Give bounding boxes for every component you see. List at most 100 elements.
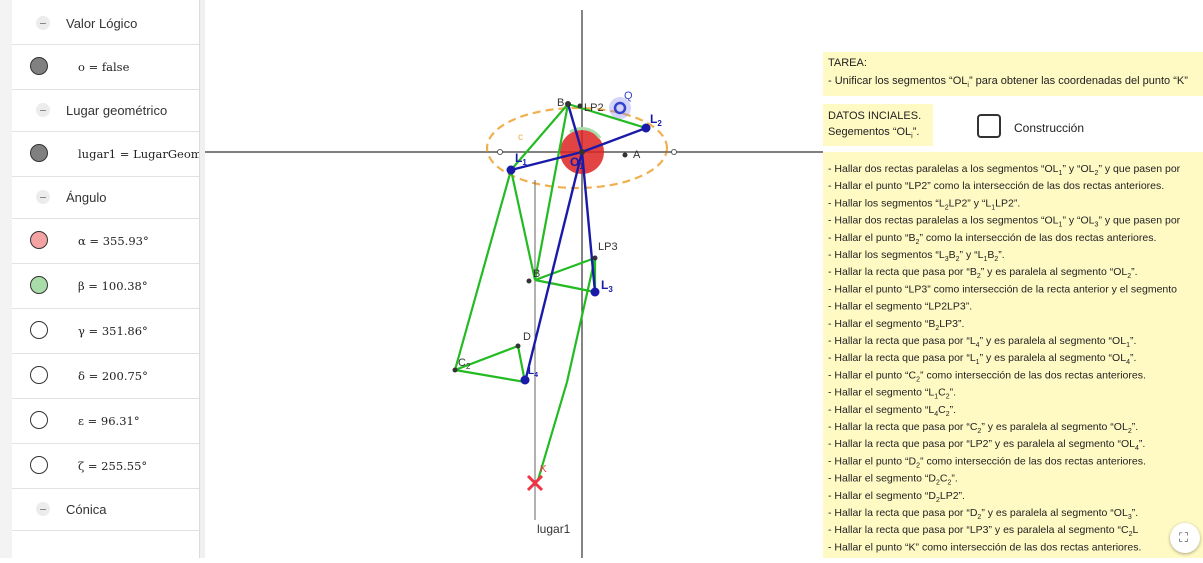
data-title: DATOS INCIALES. xyxy=(828,110,921,122)
label-B2: B xyxy=(533,268,540,280)
algebra-group-header[interactable]: Cónica xyxy=(12,489,199,531)
label-Q: Q xyxy=(624,90,633,102)
label-B: B xyxy=(557,97,564,109)
fullscreen-icon: ⛶ xyxy=(1179,530,1189,545)
algebra-label: Valor Lógico xyxy=(66,16,138,31)
step-line: - Hallar la recta que pasa por “L1” y es… xyxy=(828,352,1136,366)
visibility-toggle[interactable] xyxy=(30,366,48,384)
step-line: - Hallar el segmento “L1C2”. xyxy=(828,387,956,401)
label-L2: L2 xyxy=(650,112,662,128)
step-line: - Hallar la recta que pasa por “C2” y es… xyxy=(828,421,1138,435)
step-line: - Hallar el punto “D2” como intersección… xyxy=(828,455,1146,469)
point-axis-left xyxy=(497,149,503,155)
label-LP3: LP3 xyxy=(598,241,618,253)
step-line: - Hallar el punto “K” como intersección … xyxy=(828,541,1141,553)
point-L4[interactable] xyxy=(520,375,530,385)
data-line: Segementos “OLi”. xyxy=(828,126,919,140)
visibility-toggle[interactable] xyxy=(30,144,48,162)
construccion-checkbox[interactable] xyxy=(977,114,1001,138)
step-line: - Hallar la recta que pasa por “LP3” y e… xyxy=(828,524,1138,538)
label-L1: L1 xyxy=(515,151,527,167)
algebra-item[interactable]: α = 355.93° xyxy=(12,219,199,264)
visibility-toggle[interactable] xyxy=(30,231,48,249)
label-lugar1: lugar1 xyxy=(537,522,571,536)
algebra-item[interactable]: δ = 200.75° xyxy=(12,354,199,399)
algebra-label: β = 100.38° xyxy=(78,279,148,293)
visibility-toggle[interactable] xyxy=(30,57,48,75)
algebra-label: o = false xyxy=(78,60,130,74)
label-L3: L3 xyxy=(601,278,613,294)
steps-box xyxy=(823,152,1203,558)
algebra-label: ε = 96.31° xyxy=(78,414,140,428)
visibility-toggle[interactable] xyxy=(30,321,48,339)
collapse-icon[interactable] xyxy=(36,190,50,204)
collapse-icon[interactable] xyxy=(36,16,50,30)
algebra-label: lugar1 = LugarGeométric xyxy=(78,147,205,161)
step-line: - Hallar el punto “C2” como intersección… xyxy=(828,369,1146,383)
graphics-view[interactable]: c B LP2 Q L2 L1 O1 A LP3 B L3 D C2 L4 K … xyxy=(205,0,1203,558)
algebra-item[interactable]: ε = 96.31° xyxy=(12,399,199,444)
label-C2: C2 xyxy=(458,357,471,371)
label-LP2: LP2 xyxy=(584,102,604,114)
visibility-toggle[interactable] xyxy=(30,456,48,474)
step-line: - Hallar el segmento “D2C2”. xyxy=(828,473,958,487)
points[interactable] xyxy=(452,97,677,492)
algebra-group-header[interactable]: Valor Lógico xyxy=(12,3,199,45)
point-L1[interactable] xyxy=(506,165,516,175)
algebra-label: γ = 351.86° xyxy=(78,324,148,338)
step-line: - Hallar la recta que pasa por “D2” y es… xyxy=(828,507,1138,521)
point-Q[interactable] xyxy=(613,101,627,115)
task-box xyxy=(823,52,1203,96)
point-LP3[interactable] xyxy=(592,255,598,261)
label-K: K xyxy=(540,464,547,475)
point-L2[interactable] xyxy=(641,123,651,133)
label-c: c xyxy=(518,132,523,143)
point-B2[interactable] xyxy=(526,278,532,284)
algebra-group-header[interactable]: Ángulo xyxy=(12,177,199,219)
point-O[interactable] xyxy=(579,149,585,155)
step-line: - Hallar el punto “LP3” como intersecció… xyxy=(828,283,1177,295)
angle-arc-green xyxy=(569,127,602,139)
label-O: O1 xyxy=(570,155,584,171)
point-B[interactable] xyxy=(565,101,571,107)
algebra-label: Ángulo xyxy=(66,190,107,205)
green-linkage[interactable] xyxy=(453,102,647,481)
algebra-item[interactable]: lugar1 = LugarGeométric xyxy=(12,132,205,177)
visibility-toggle[interactable] xyxy=(30,411,48,429)
data-box xyxy=(823,104,933,146)
steps-list: - Hallar dos rectas paralelas a los segm… xyxy=(828,163,1181,553)
blue-segments[interactable] xyxy=(510,103,647,383)
algebra-resize-handle[interactable] xyxy=(199,0,205,558)
conic-c[interactable] xyxy=(485,106,669,190)
point-LP2[interactable] xyxy=(577,103,583,109)
step-line: - Hallar la recta que pasa por “L4” y es… xyxy=(828,335,1136,349)
visibility-toggle[interactable] xyxy=(30,276,48,294)
algebra-left-strip xyxy=(0,0,12,558)
point-K[interactable] xyxy=(526,474,544,492)
point-Q-halo xyxy=(609,97,631,119)
point-L3[interactable] xyxy=(590,287,600,297)
algebra-item[interactable]: β = 100.38° xyxy=(12,264,199,309)
step-line: - Hallar los segmentos “L2LP2” y “L1LP2”… xyxy=(828,197,1020,211)
step-line: - Hallar el segmento “D2LP2”. xyxy=(828,490,965,504)
point-A[interactable] xyxy=(622,152,628,158)
algebra-label: α = 355.93° xyxy=(78,234,149,248)
algebra-label: ζ = 255.55° xyxy=(78,459,148,473)
point-labels: c B LP2 Q L2 L1 O1 A LP3 B L3 D C2 L4 K … xyxy=(458,90,662,536)
point-D[interactable] xyxy=(515,343,521,349)
algebra-item[interactable]: o = false xyxy=(12,45,199,90)
step-line: - Hallar el segmento “L4C2”. xyxy=(828,404,956,418)
step-line: - Hallar los segmentos “L3B2” y “L1B2”. xyxy=(828,249,1005,263)
algebra-label: Cónica xyxy=(66,502,107,517)
algebra-label: δ = 200.75° xyxy=(78,369,148,383)
task-title: TAREA: xyxy=(828,57,867,69)
collapse-icon[interactable] xyxy=(36,502,50,516)
algebra-item[interactable]: ζ = 255.55° xyxy=(12,444,199,489)
algebra-group-header[interactable]: Lugar geométrico xyxy=(12,90,199,132)
algebra-item[interactable]: γ = 351.86° xyxy=(12,309,199,354)
collapse-icon[interactable] xyxy=(36,103,50,117)
step-line: - Hallar dos rectas paralelas a los segm… xyxy=(828,215,1181,229)
fullscreen-button[interactable]: ⛶ xyxy=(1170,523,1200,553)
point-C2[interactable] xyxy=(452,367,458,373)
graphics-canvas[interactable]: c B LP2 Q L2 L1 O1 A LP3 B L3 D C2 L4 K … xyxy=(205,0,1203,558)
